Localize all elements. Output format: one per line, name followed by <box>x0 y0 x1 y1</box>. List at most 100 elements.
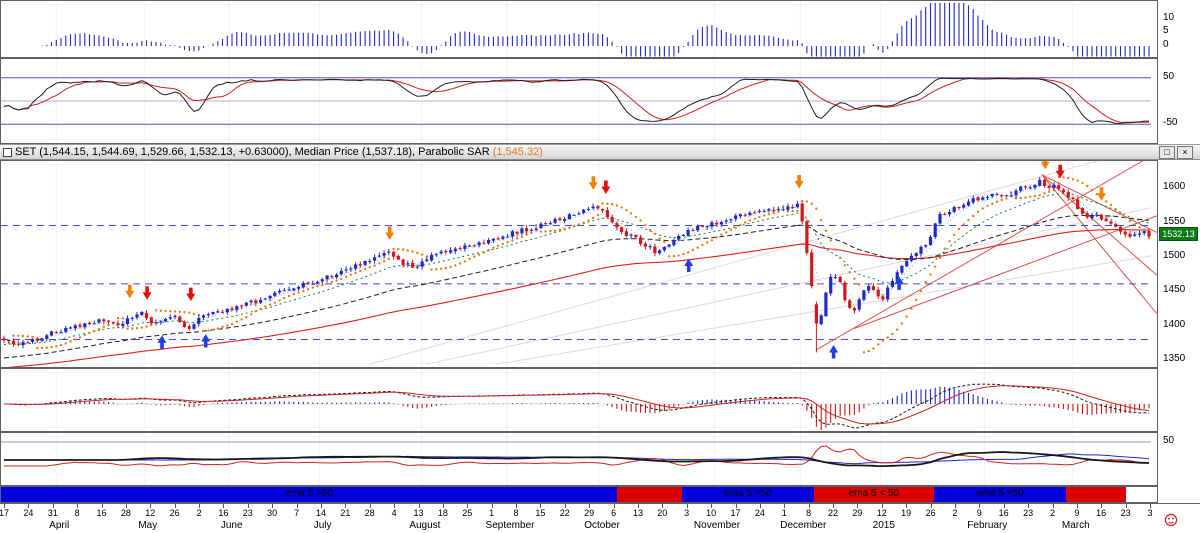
x-axis-day-label: 22 <box>559 508 570 518</box>
x-axis-month-label: June <box>220 520 243 531</box>
ema-status-segment <box>1065 487 1126 502</box>
x-axis-tick <box>442 504 444 508</box>
x-axis-tick <box>1125 504 1127 508</box>
x-axis-tick <box>369 504 371 508</box>
x-axis-tick <box>638 504 639 508</box>
x-axis-day-label: 12 <box>876 508 887 518</box>
x-axis-tick <box>711 504 713 508</box>
y-axis-tick: 50 <box>1163 71 1175 82</box>
parabolic-sar-value: (1,545.32) <box>492 146 543 158</box>
x-axis-tick <box>686 504 688 508</box>
x-axis-day-label: 10 <box>706 508 717 518</box>
y-axis-tick: -50 <box>1163 117 1178 128</box>
ema-status-segment <box>933 487 1066 502</box>
x-axis-month-label: October <box>584 520 620 531</box>
ema-status-label: ema 5 >50 <box>724 488 772 499</box>
y-axis-tick: 1500 <box>1163 250 1186 261</box>
x-axis-day-label: 8 <box>806 508 812 518</box>
x-axis-day-label: 23 <box>242 508 253 518</box>
oscillator-axis: 50 -50 <box>1159 58 1200 144</box>
price-panel[interactable]: 1600 1550 1500 1450 1400 1350 1532.13 <box>0 160 1200 368</box>
ema-status-segment <box>1 487 618 502</box>
last-price-box: 1532.13 <box>1159 227 1198 241</box>
x-axis-day-label: 2 <box>952 508 958 518</box>
x-axis-day-label: 6 <box>611 508 617 518</box>
x-axis-day-label: 29 <box>852 508 863 518</box>
x-axis-day-label: 21 <box>340 508 351 518</box>
y-axis-tick: 0 <box>1163 39 1169 50</box>
x-axis-tick <box>77 504 79 508</box>
x-axis-day-label: 3 <box>1147 508 1153 518</box>
close-button[interactable]: × <box>1177 145 1193 159</box>
ema-status-label: ema 5 < 50 <box>848 488 900 499</box>
oscillator-panel[interactable]: 50 -50 <box>0 58 1200 144</box>
price-axis: 1600 1550 1500 1450 1400 1350 1532.13 <box>1159 160 1200 368</box>
x-axis-month-label: March <box>1061 520 1090 531</box>
x-axis-tick <box>394 504 396 508</box>
x-axis-day-label: 3 <box>684 508 690 518</box>
x-axis-day-label: 20 <box>657 508 668 518</box>
x-axis-tick <box>808 504 810 508</box>
x-axis-tick <box>272 504 274 508</box>
x-axis-month-label: February <box>967 520 1008 531</box>
x-axis-day-label: 4 <box>391 508 397 518</box>
roc-chart-svg[interactable] <box>1 433 1157 485</box>
x-axis-tick <box>174 504 176 508</box>
x-axis-tick <box>564 504 566 508</box>
x-axis-day-label: 7 <box>294 508 300 518</box>
smiley-icon[interactable] <box>1164 513 1178 527</box>
roc-panel[interactable]: 50 <box>0 432 1200 486</box>
x-axis-day-label: 9 <box>976 508 982 518</box>
x-axis-tick <box>589 504 591 508</box>
macd-panel[interactable] <box>0 368 1200 432</box>
chart-properties-icon[interactable] <box>3 147 12 157</box>
x-axis-month-label: 2015 <box>872 520 895 531</box>
y-axis-tick: 1600 <box>1163 181 1186 192</box>
x-axis-tick <box>199 504 201 508</box>
x-axis-tick <box>1028 504 1030 508</box>
x-axis-month-label: May <box>138 520 158 531</box>
y-axis-tick: 1350 <box>1163 353 1186 364</box>
x-axis-tick <box>857 504 859 508</box>
x-axis-tick <box>881 504 883 508</box>
x-axis-tick <box>1150 504 1151 508</box>
x-axis-day-label: 9 <box>1074 508 1080 518</box>
x-axis-day-label: 16 <box>218 508 229 518</box>
x-axis-day-label: 2 <box>196 508 202 518</box>
ema-status-segment <box>617 487 682 502</box>
x-axis-month-label: December <box>780 520 827 531</box>
maximize-button[interactable]: □ <box>1159 145 1175 159</box>
x-axis-day-label: 1 <box>781 508 787 518</box>
y-axis-tick: 10 <box>1163 12 1175 23</box>
x-axis-day-label: 16 <box>998 508 1009 518</box>
x-axis-day-label: 30 <box>267 508 278 518</box>
oscillator-chart-svg[interactable] <box>1 59 1157 143</box>
window-buttons: □ × <box>1159 145 1198 159</box>
price-chart-svg[interactable] <box>1 161 1157 367</box>
momentum-axis: 10 5 0 <box>1159 0 1200 58</box>
x-axis-day-label: 13 <box>413 508 424 518</box>
x-axis-tick <box>735 504 737 508</box>
x-axis-tick <box>247 504 249 508</box>
x-axis-day-label: 28 <box>364 508 375 518</box>
macd-chart-svg[interactable] <box>1 369 1157 431</box>
momentum-panel[interactable]: 10 5 0 <box>0 0 1200 58</box>
x-axis-month-label: April <box>49 520 70 531</box>
x-axis-tick <box>906 504 908 508</box>
x-axis-tick <box>223 504 225 508</box>
x-axis-day-label: 24 <box>754 508 765 518</box>
momentum-chart-svg[interactable] <box>1 1 1157 57</box>
x-axis-tick <box>101 504 103 508</box>
x-axis-month-label: September <box>485 520 535 531</box>
x-axis-day-label: 22 <box>827 508 839 518</box>
x-axis-tick <box>1003 504 1005 508</box>
x-axis-tick <box>321 504 322 508</box>
ema-status-bar: ema 5 >50 ema 5 >50 ema 5 < 50 ema 5 >50 <box>0 486 1158 503</box>
x-axis-tick <box>1076 504 1078 508</box>
x-axis-tick <box>467 504 469 508</box>
ema-status-label: ema 5 >50 <box>976 488 1024 499</box>
x-axis-tick <box>613 504 615 508</box>
x-axis-month-label: August <box>409 520 441 531</box>
x-axis-tick <box>296 504 298 508</box>
x-axis-day-label: 16 <box>1096 508 1107 518</box>
